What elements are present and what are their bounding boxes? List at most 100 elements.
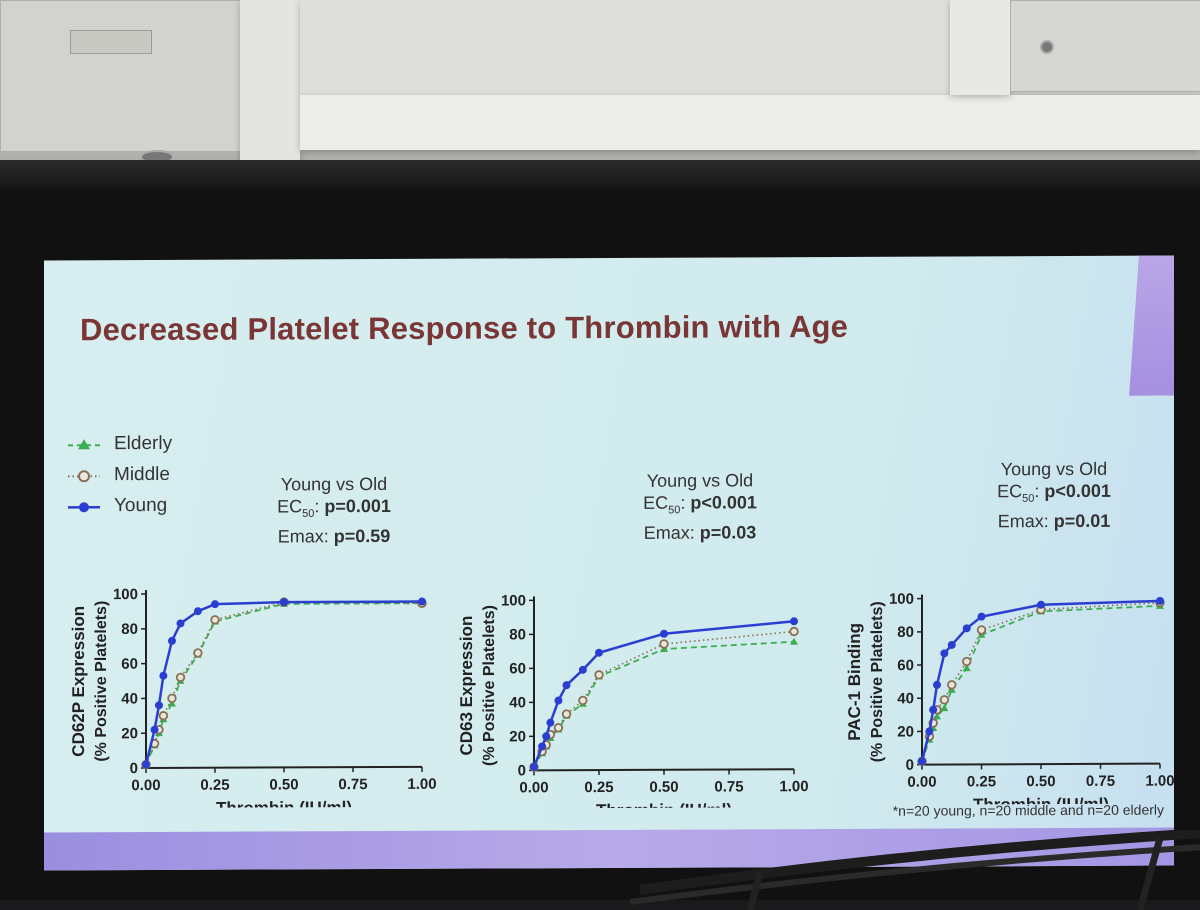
data-point-young xyxy=(542,732,550,740)
legend-label: Elderly xyxy=(114,432,172,454)
y-axis-label-units: (% Positive Platelets) xyxy=(93,601,110,762)
stats-heading: Young vs Old xyxy=(234,473,434,496)
data-point-young xyxy=(546,719,554,727)
x-tick-label: 0.75 xyxy=(1086,773,1115,790)
data-point-middle xyxy=(168,694,176,702)
data-point-young xyxy=(948,641,956,649)
stats-block-3: Young vs Old EC50: p<0.001 Emax: p=0.01 xyxy=(954,458,1154,532)
data-point-middle xyxy=(211,616,219,624)
data-point-middle xyxy=(194,649,202,657)
data-point-middle xyxy=(963,658,971,666)
series-line-middle xyxy=(146,602,422,765)
stats-ec50: EC50: p<0.001 xyxy=(954,480,1154,510)
stats-emax: Emax: p=0.01 xyxy=(954,509,1154,532)
series-line-elderly xyxy=(922,606,1160,761)
y-tick-label: 40 xyxy=(121,690,138,707)
data-point-young xyxy=(963,624,971,632)
legend-label: Young xyxy=(114,494,167,516)
y-tick-label: 20 xyxy=(121,725,138,742)
x-tick-label: 0.75 xyxy=(714,778,743,795)
data-point-middle xyxy=(978,626,986,634)
data-point-young xyxy=(660,630,668,638)
data-point-young xyxy=(151,726,159,734)
data-point-young xyxy=(155,701,163,709)
stats-emax: Emax: p=0.03 xyxy=(600,521,800,544)
filled-circle-marker-icon xyxy=(66,499,102,513)
legend-item-elderly: Elderly xyxy=(66,428,172,459)
ceiling xyxy=(0,0,1200,170)
data-point-young xyxy=(142,761,150,769)
y-tick-label: 100 xyxy=(889,591,914,608)
x-tick-label: 0.00 xyxy=(907,774,936,791)
data-point-young xyxy=(168,637,176,645)
x-tick-label: 1.00 xyxy=(779,778,808,795)
x-tick-label: 0.25 xyxy=(200,777,229,794)
series-line-elderly xyxy=(534,642,794,767)
data-point-young xyxy=(918,757,926,765)
ceiling-light xyxy=(1040,40,1054,54)
y-tick-label: 60 xyxy=(509,660,526,677)
data-point-young xyxy=(579,666,587,674)
stats-heading: Young vs Old xyxy=(954,458,1154,481)
data-point-young xyxy=(554,697,562,705)
x-tick-label: 0.00 xyxy=(519,779,548,796)
data-point-young xyxy=(538,742,546,750)
data-point-young xyxy=(563,681,571,689)
x-tick-label: 0.25 xyxy=(967,773,996,790)
data-point-middle xyxy=(948,681,956,689)
y-tick-label: 80 xyxy=(121,621,138,638)
data-point-middle xyxy=(177,674,185,682)
data-point-middle xyxy=(160,712,168,720)
slide-title: Decreased Platelet Response to Thrombin … xyxy=(80,309,848,348)
series-line-elderly xyxy=(146,603,422,764)
x-tick-label: 0.50 xyxy=(269,776,298,793)
series-line-middle xyxy=(922,603,1160,762)
x-tick-label: 0.00 xyxy=(131,777,160,794)
ceiling-vent xyxy=(70,30,152,54)
data-point-young xyxy=(177,619,185,627)
data-point-young xyxy=(1037,601,1045,609)
legend-item-middle: Middle xyxy=(66,459,172,490)
stats-emax: Emax: p=0.59 xyxy=(234,524,434,547)
x-axis-label: Thrombin (IU/ml) xyxy=(596,800,732,808)
footnote: *n=20 young, n=20 middle and n=20 elderl… xyxy=(893,802,1164,819)
railing xyxy=(620,830,1200,910)
y-axis-label: PAC-1 Binding xyxy=(845,623,864,741)
data-point-young xyxy=(933,681,941,689)
y-tick-label: 60 xyxy=(121,656,138,673)
y-axis-label-units: (% Positive Platelets) xyxy=(869,601,886,762)
y-axis-label: CD62P Expression xyxy=(69,606,88,757)
stats-heading: Young vs Old xyxy=(600,469,800,492)
stats-block-1: Young vs Old EC50: p=0.001 Emax: p=0.59 xyxy=(234,473,434,547)
data-point-middle xyxy=(555,724,563,732)
data-point-young xyxy=(211,600,219,608)
ceiling-shadow xyxy=(0,160,1200,190)
y-tick-label: 0 xyxy=(906,757,914,774)
data-point-young xyxy=(280,598,288,606)
data-point-young xyxy=(929,706,937,714)
data-point-young xyxy=(925,727,933,735)
data-point-young xyxy=(1156,597,1164,605)
y-tick-label: 100 xyxy=(501,592,526,609)
legend-item-young: Young xyxy=(66,490,172,521)
cd63-chart: 0204060801000.000.250.500.751.00Thrombin… xyxy=(434,557,814,809)
data-point-young xyxy=(940,649,948,657)
stats-ec50: EC50: p<0.001 xyxy=(600,491,800,521)
stats-block-2: Young vs Old EC50: p<0.001 Emax: p=0.03 xyxy=(600,469,800,543)
series-line-young xyxy=(146,602,422,765)
series-line-young xyxy=(922,601,1160,761)
x-tick-label: 1.00 xyxy=(407,776,436,793)
y-axis-label: CD63 Expression xyxy=(457,616,476,756)
x-tick-label: 0.50 xyxy=(1026,773,1055,790)
presentation-slide: Decreased Platelet Response to Thrombin … xyxy=(44,256,1174,871)
y-tick-label: 80 xyxy=(509,626,526,643)
x-tick-label: 1.00 xyxy=(1145,773,1174,790)
y-tick-label: 40 xyxy=(509,694,526,711)
data-point-middle xyxy=(941,696,949,704)
x-axis-label: Thrombin (IU/ml) xyxy=(216,798,352,808)
x-tick-label: 0.75 xyxy=(338,776,367,793)
legend-label: Middle xyxy=(114,463,170,485)
x-tick-label: 0.50 xyxy=(649,779,678,796)
data-point-young xyxy=(194,607,202,615)
